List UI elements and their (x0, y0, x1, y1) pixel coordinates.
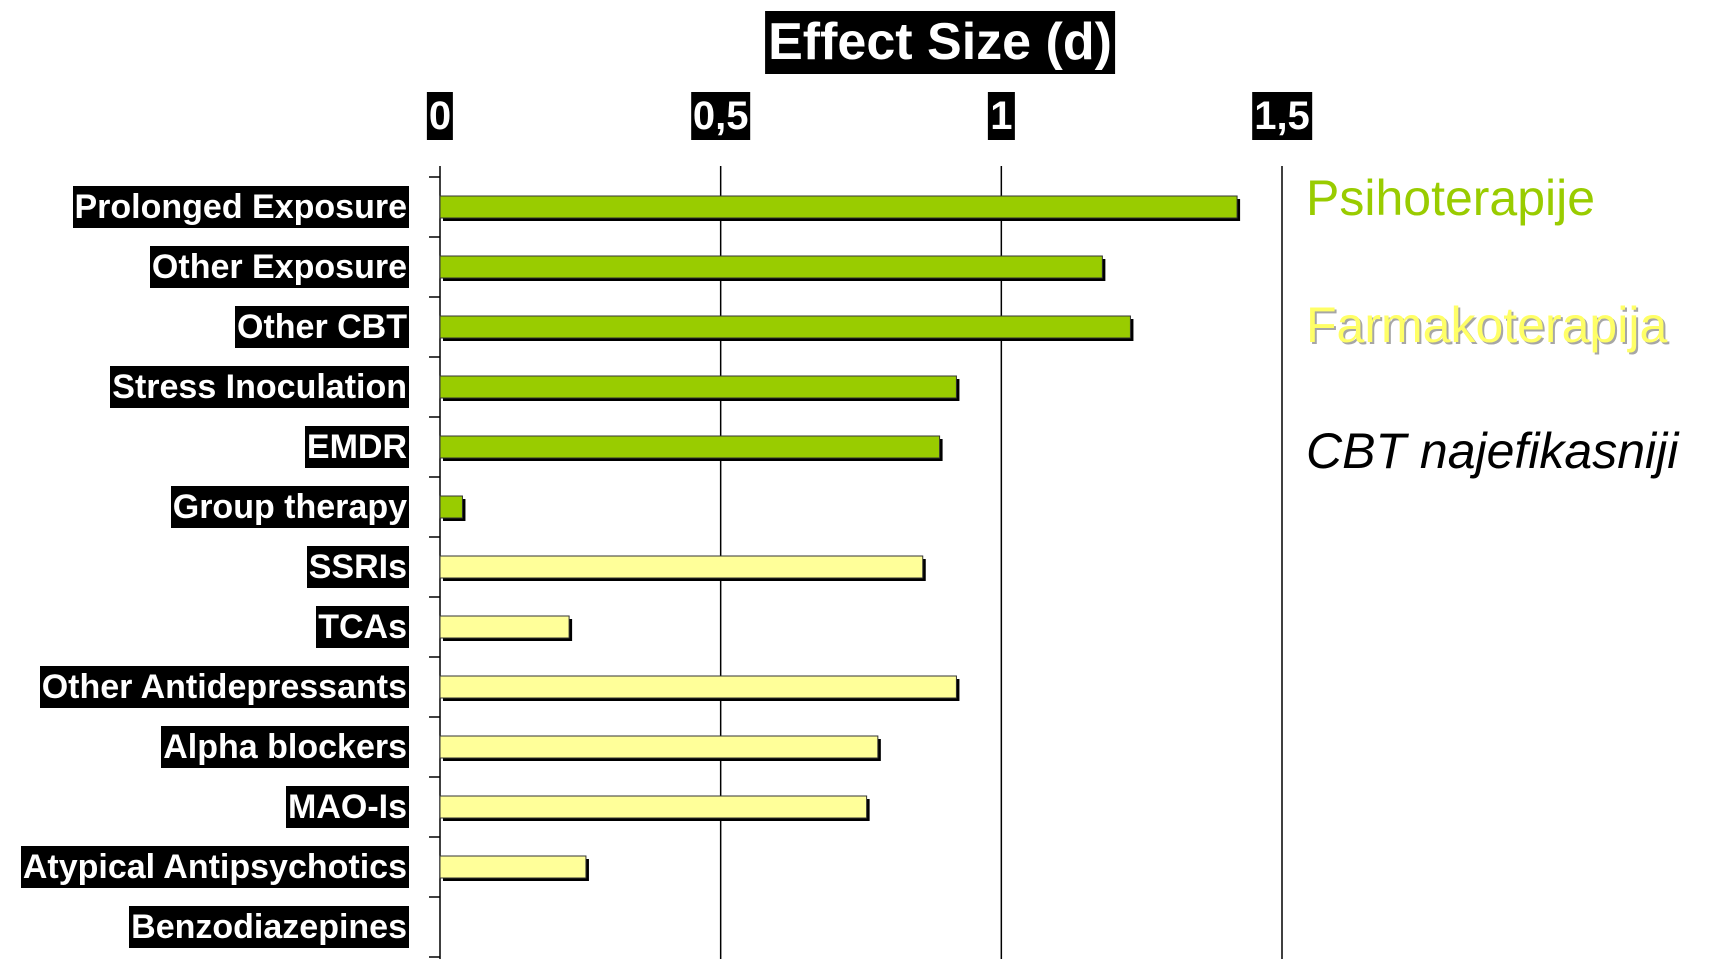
bar-atypical-antipsychotics (439, 855, 587, 879)
category-label: Benzodiazepines (129, 906, 409, 948)
category-label: SSRIs (306, 546, 409, 588)
category-label: MAO-Is (286, 786, 409, 828)
x-tick-label: 1,5 (1252, 92, 1312, 140)
bar-mao-is (439, 795, 868, 819)
category-label: Alpha blockers (161, 726, 409, 768)
category-label: Other Exposure (149, 246, 409, 288)
category-label: Atypical Antipsychotics (20, 846, 409, 888)
category-label: EMDR (304, 426, 409, 468)
bar-other-cbt (439, 315, 1131, 339)
bar-prolonged-exposure (439, 195, 1238, 219)
legend-entry-psychotherapy: Psihoterapije (1306, 170, 1596, 226)
legend-entry-pharmacotherapy: Farmakoterapija (1306, 297, 1668, 353)
bar-stress-inoculation (439, 375, 957, 399)
bar-tcas (439, 615, 570, 639)
bar-alpha-blockers (439, 735, 879, 759)
bar-other-antidepressants (439, 675, 957, 699)
chart-title: Effect Size (d) (765, 11, 1115, 74)
category-label: Other CBT (235, 306, 409, 348)
bar-emdr (439, 435, 941, 459)
bar-group-therapy (439, 495, 463, 519)
bar-other-exposure (439, 255, 1103, 279)
bar-ssris (439, 555, 924, 579)
category-label: Group therapy (170, 486, 409, 528)
category-label: Stress Inoculation (110, 366, 409, 408)
annotation-text: CBT najefikasniji (1306, 423, 1679, 479)
category-label: Prolonged Exposure (72, 186, 409, 228)
x-tick-label: 0,5 (690, 92, 751, 140)
x-tick-label: 0 (426, 92, 454, 140)
x-tick-label: 1 (988, 92, 1015, 140)
category-label: Other Antidepressants (39, 666, 409, 708)
category-label: TCAs (316, 606, 409, 648)
